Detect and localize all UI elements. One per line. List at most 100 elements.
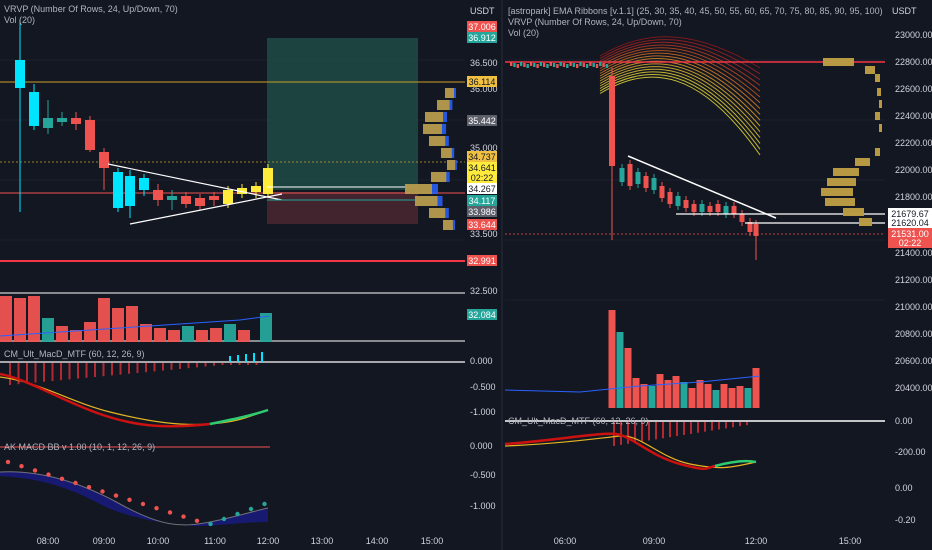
left-akmacd-dot-12 <box>167 510 173 515</box>
right-price-tag-bg-1 <box>888 217 932 228</box>
left-price-tag-10: 33.644 <box>468 220 496 230</box>
right-legend-ema[interactable]: [astropark] EMA Ribbons [v.1.1] (25, 30,… <box>508 6 883 16</box>
left-akmacd-dot-0 <box>5 459 11 465</box>
right-macd-title[interactable]: CM_Ult_MacD_MTF (60, 12, 26, 9) <box>508 416 649 426</box>
left-volume-bar-2 <box>28 296 40 342</box>
right-vrvp-down-13 <box>843 208 864 216</box>
right-price-tag-1: 21620.04 <box>891 218 929 228</box>
left-volume-bar-0 <box>0 296 12 342</box>
left-candle-body-0 <box>15 60 25 88</box>
left-volume-bar-5 <box>70 330 82 342</box>
left-price-tag-4: 34.737 <box>468 152 496 162</box>
right-time-axis-3: 15:00 <box>839 536 862 546</box>
left-akmacd-axis-0: 0.000 <box>470 441 493 451</box>
left-price-axis-2: 35.000 <box>470 143 498 153</box>
right-volume-bar-8 <box>672 376 680 408</box>
right-candle-body-9 <box>691 204 697 212</box>
left-price-tag-bg-5 <box>467 162 497 173</box>
right-candle-body-5 <box>659 186 665 198</box>
right-flat-candle-13 <box>552 63 556 67</box>
right-price-axis-2: 22600.00 <box>895 84 932 94</box>
left-vrvp-down-6 <box>447 160 456 170</box>
left-candle-body-7 <box>113 172 123 208</box>
right-candle-body-14 <box>731 206 737 214</box>
left-candle-body-6 <box>99 152 109 168</box>
left-vrvp-down-8 <box>405 184 432 194</box>
left-akmacd-dot-13 <box>181 514 186 519</box>
left-price-tag-3: 35.442 <box>468 116 496 126</box>
right-vrvp-down-1 <box>865 66 875 74</box>
left-candle-body-13 <box>195 198 205 206</box>
right-price-axis-6: 21800.00 <box>895 192 932 202</box>
right-candle-body-2 <box>635 172 641 184</box>
right-flat-candle-27 <box>599 62 602 66</box>
right-price-axis-9: 21200.00 <box>895 275 932 285</box>
right-vrvp-down-14 <box>859 218 872 226</box>
left-macd-signal <box>0 376 269 426</box>
right-macd-axis-0: 0.00 <box>895 416 913 426</box>
left-vrvp-down-3 <box>423 124 442 134</box>
left-price-tag-bg-6 <box>467 172 497 183</box>
right-flat-candle-5 <box>526 64 529 68</box>
left-akmacd-dot-5 <box>73 480 78 486</box>
left-volume-bar-9 <box>126 306 138 342</box>
left-akmacd-dot-11 <box>154 506 159 511</box>
left-volume-bar-12 <box>168 330 180 342</box>
left-akmacd-dot-2 <box>32 468 38 473</box>
right-legend-vol[interactable]: Vol (20) <box>508 28 540 38</box>
right-time-axis-1: 09:00 <box>643 536 666 546</box>
left-price-axis-0: 36.500 <box>470 58 498 68</box>
right-flat-candle-3 <box>519 62 523 66</box>
left-price-axis-1: 36.000 <box>470 84 498 94</box>
left-price-tag-0: 37.006 <box>468 22 496 32</box>
right-time-axis-0: 06:00 <box>554 536 577 546</box>
ema-ribbon-3 <box>599 44 761 86</box>
right-candle-body-13 <box>723 206 729 214</box>
right-volume-bar-7 <box>664 380 672 408</box>
left-volume-bar-18 <box>260 313 272 342</box>
right-price-tag-2: 21531.00 <box>891 229 929 239</box>
left-price-tag-bg-7 <box>467 183 497 194</box>
right-vrvp-down-11 <box>821 188 853 196</box>
left-akmacd-title[interactable]: AK MACD BB v 1.00 (10, 1, 12, 26, 9) <box>4 442 156 452</box>
left-candle-body-14 <box>209 196 219 200</box>
left-price-tag-bg-12 <box>467 309 497 320</box>
ema-ribbon-15 <box>599 76 761 156</box>
left-legend-vol[interactable]: Vol (20) <box>4 15 36 25</box>
right-volume-bar-0 <box>608 310 616 408</box>
left-price-tag-7: 34.267 <box>468 184 496 194</box>
left-akmacd-dot-14 <box>194 518 200 523</box>
right-flat-candle-28 <box>602 63 605 67</box>
left-legend-vrvp[interactable]: VRVP (Number Of Rows, 24, Up/Down, 70) <box>4 4 178 14</box>
left-candle-body-3 <box>57 118 67 122</box>
right-flat-candle-6 <box>529 62 533 66</box>
left-candle-body-15 <box>223 190 233 204</box>
right-vrvp-down-3 <box>877 88 881 96</box>
left-time-axis-2: 10:00 <box>147 536 170 546</box>
left-candle-body-12 <box>181 196 191 204</box>
left-akmacd-dot-4 <box>59 476 65 481</box>
left-price-tag-bg-11 <box>467 255 497 266</box>
right-vrvp-down-5 <box>875 112 880 120</box>
ema-ribbon-11 <box>599 66 761 133</box>
right-candle-body-11 <box>707 206 713 212</box>
right-price-axis-4: 22200.00 <box>895 138 932 148</box>
left-price-tag-bg-9 <box>467 206 497 217</box>
right-flat-candle-2 <box>516 64 519 68</box>
right-price-axis-10: 21000.00 <box>895 302 932 312</box>
left-akmacd-dot-7 <box>100 489 105 494</box>
left-candle-body-11 <box>167 196 177 200</box>
right-flat-candle-18 <box>569 62 572 66</box>
left-price-tag-bg-0 <box>467 21 497 32</box>
right-volume-bar-11 <box>696 380 704 408</box>
right-volume-bar-1 <box>616 332 624 408</box>
right-candle-body-3 <box>643 176 649 188</box>
right-legend-vrvp[interactable]: VRVP (Number Of Rows, 24, Up/Down, 70) <box>508 17 682 27</box>
ema-ribbon-4 <box>599 47 761 92</box>
left-macd-title[interactable]: CM_Ult_MacD_MTF (60, 12, 26, 9) <box>4 349 145 359</box>
right-volume-bar-4 <box>640 384 648 408</box>
left-vrvp-down-11 <box>443 220 453 230</box>
ema-ribbon-13 <box>599 71 761 144</box>
right-volume-bar-14 <box>720 384 728 408</box>
